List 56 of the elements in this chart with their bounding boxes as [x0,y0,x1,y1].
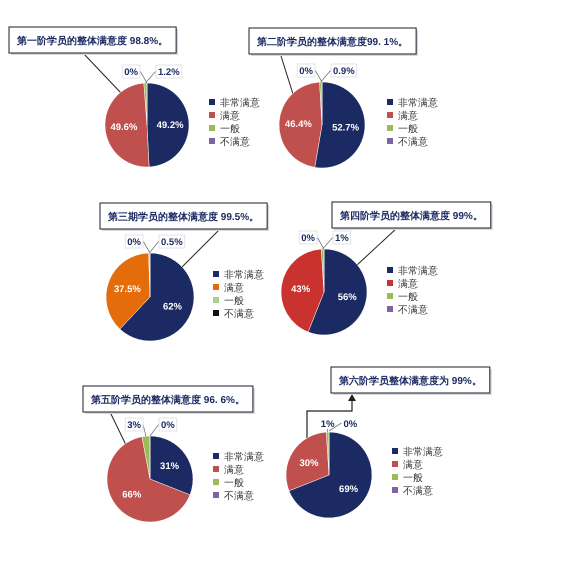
legend-label: 非常满意 [398,265,438,277]
text: 0% [344,419,358,430]
chart-title: 第三期学员的整体满意度 99.5%。 [107,211,260,223]
data-label: 46.4% [284,119,312,130]
legend-label: 非常满意 [224,269,264,281]
data-label: 0.5% [161,237,184,248]
legend-label: 满意 [220,110,240,122]
data-label: 62% [162,301,183,312]
text: 0% [124,67,138,78]
data-label: 31% [160,461,180,472]
legend-label: 非常满意 [398,97,438,109]
chart-title: 第四阶学员的整体满意度 99%。 [339,210,483,222]
text: 0% [299,66,314,77]
data-label: 43% [291,284,311,295]
text: 0% [127,237,142,248]
legend-label: 不满意 [403,485,433,497]
legend-label: 不满意 [398,136,428,148]
legend-label: 一般 [220,124,240,135]
data-label: 0.9% [333,66,356,77]
chart-title: 第二阶学员的整体满意度99. 1%。 [256,36,408,48]
pie-slice [106,436,190,522]
legend-label: 满意 [224,464,244,476]
pie-slice [288,432,372,518]
legend-label: 满意 [398,110,418,122]
text: 0% [301,233,316,244]
data-label: 37.5% [114,284,142,295]
legend-label: 非常满意 [403,446,443,458]
legend-label: 非常满意 [224,451,264,463]
data-label: 1% [335,233,350,244]
chart-title: 第一阶学员的整体满意度 98.8%。 [16,35,168,47]
legend-label: 非常满意 [220,97,260,109]
legend-label: 满意 [398,278,418,290]
data-label: 66% [122,490,142,501]
legend-label: 不满意 [398,304,428,316]
legend-label: 满意 [224,282,244,294]
data-label: 3% [127,420,142,431]
legend-label: 一般 [403,473,423,484]
legend-label: 一般 [398,124,418,135]
legend-label: 一般 [224,478,244,489]
data-label: 69% [339,484,359,495]
chart-title: 第六阶学员整体满意度为 99%。 [338,375,482,387]
legend-label: 不满意 [224,308,254,320]
text: 0% [161,420,175,431]
data-label: 30% [300,458,320,469]
data-label: 1.2% [158,67,180,78]
data-label: 1% [320,419,336,430]
data-label: 52.7% [332,122,360,134]
legend-label: 一般 [398,292,418,303]
legend-label: 满意 [403,459,423,471]
chart-title: 第五阶学员的整体满意度 96. 6%。 [90,394,245,406]
legend-label: 不满意 [224,490,254,502]
data-label: 56% [338,292,358,303]
data-label: 49.6% [110,122,138,133]
legend-label: 一般 [224,296,244,307]
data-label: 49.2% [156,120,184,131]
legend-label: 不满意 [220,136,250,148]
